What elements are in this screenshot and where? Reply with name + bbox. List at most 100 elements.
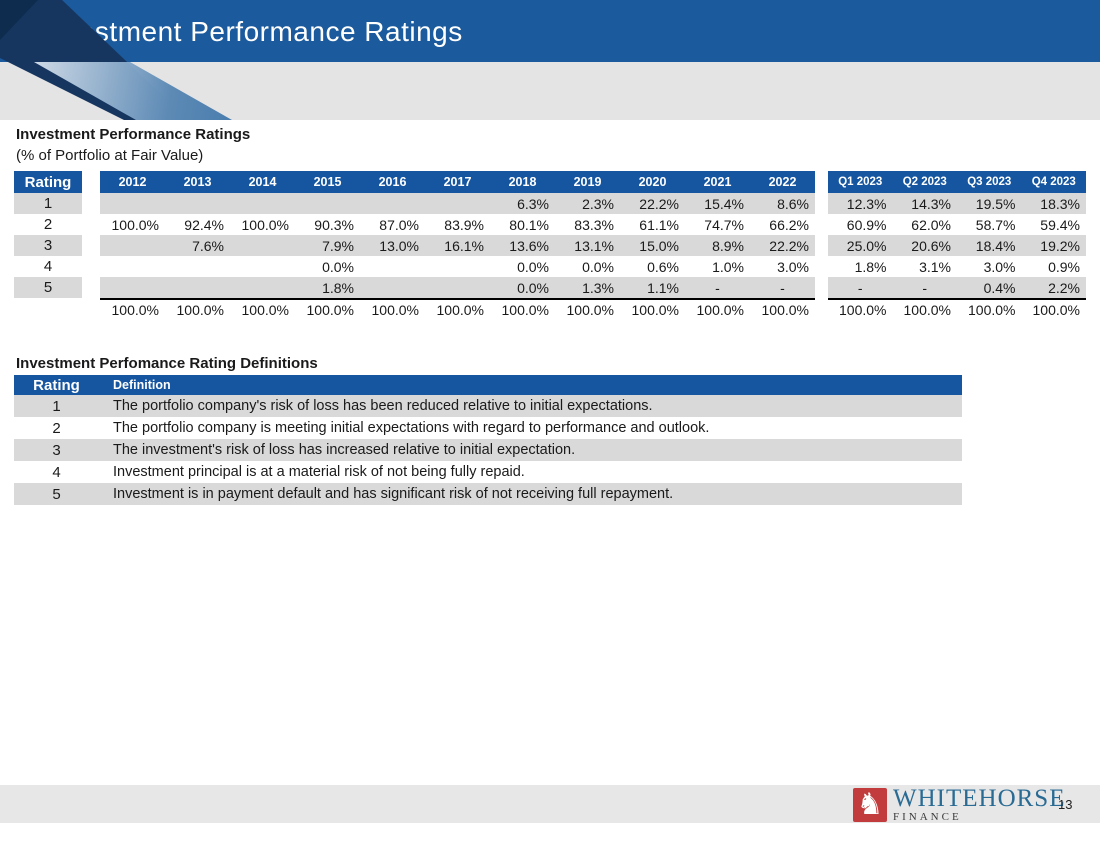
value-cell: 83.3% <box>574 216 614 233</box>
total-cell: 100.0% <box>555 298 620 320</box>
value-cell: 0.0% <box>582 258 614 275</box>
value-cell <box>165 277 230 298</box>
value-cell: 6.3% <box>490 193 555 214</box>
value-cell: 8.6% <box>750 193 815 214</box>
footer-band <box>0 785 1100 823</box>
value-cell: 1.0% <box>712 258 744 275</box>
value-cell: 0.9% <box>1048 258 1080 275</box>
value-cell: 14.3% <box>892 193 957 214</box>
value-cell: 0.4% <box>957 277 1022 298</box>
year-header-cell: 2013 <box>165 171 230 193</box>
value-cell: 20.6% <box>892 235 957 256</box>
definition-text-cell: The investment's risk of loss has increa… <box>99 439 962 461</box>
page-number: 13 <box>1058 797 1073 812</box>
value-cell: 2.3% <box>555 193 620 214</box>
year-header-cell: 2018 <box>490 171 555 193</box>
value-cell: 7.6% <box>165 235 230 256</box>
year-header-cell: 2020 <box>620 171 685 193</box>
value-cell <box>165 256 230 277</box>
total-cell: 100.0% <box>360 298 425 320</box>
definition-rating-cell: 4 <box>52 463 61 481</box>
value-cell: 0.0% <box>322 258 354 275</box>
value-cell: 18.3% <box>1021 193 1086 214</box>
total-cell: 100.0% <box>892 298 957 320</box>
value-cell: 18.4% <box>957 235 1022 256</box>
value-cell <box>100 193 165 214</box>
value-cell <box>425 256 490 277</box>
value-cell: 1.3% <box>555 277 620 298</box>
banner-gray-band <box>0 62 1100 120</box>
year-header-cell: 2015 <box>295 171 360 193</box>
value-cell: 13.0% <box>360 235 425 256</box>
rating-total-spacer <box>14 298 82 320</box>
years-columns: 2012 2013 2014 2015 2016 2017 2018 2019 2020 2021… <box>100 171 815 320</box>
banner-title: Investment Performance Ratings <box>40 16 463 47</box>
logo-text: WHITEHORSE FINANCE <box>893 786 1065 823</box>
value-cell: 22.2% <box>620 193 685 214</box>
value-cell: 100.0% <box>111 216 159 233</box>
definition-text-cell: The portfolio company is meeting initial… <box>113 420 710 436</box>
value-cell: 87.0% <box>379 216 419 233</box>
definitions-rating-header: Rating <box>14 375 99 395</box>
definitions-table-title: Investment Perfomance Rating Definitions <box>16 355 318 372</box>
value-cell: 1.1% <box>620 277 685 298</box>
value-cell: 19.5% <box>957 193 1022 214</box>
value-cell: 1.8% <box>854 258 887 275</box>
value-cell: 92.4% <box>184 216 224 233</box>
total-cell: 100.0% <box>100 298 165 320</box>
total-cell: 100.0% <box>620 298 685 320</box>
definition-text-cell: The portfolio company's risk of loss has… <box>99 395 962 417</box>
value-cell <box>165 193 230 214</box>
value-cell: 66.2% <box>769 216 809 233</box>
quarter-header-cell: Q1 2023 <box>828 171 893 193</box>
total-cell: 100.0% <box>828 298 893 320</box>
value-cell: - <box>892 277 957 298</box>
definition-rating-cell: 2 <box>52 419 61 437</box>
value-cell: 59.4% <box>1040 216 1080 233</box>
total-cell: 100.0% <box>165 298 230 320</box>
year-header-cell: 2012 <box>100 171 165 193</box>
value-cell: 2.2% <box>1021 277 1086 298</box>
value-cell: 13.6% <box>490 235 555 256</box>
value-cell <box>425 277 490 298</box>
value-cell: 0.0% <box>490 277 555 298</box>
whitehorse-logo: ♞ WHITEHORSE FINANCE <box>853 786 1065 823</box>
quarter-header-cell: Q4 2023 <box>1021 171 1086 193</box>
value-cell: 22.2% <box>750 235 815 256</box>
value-cell: 3.0% <box>983 258 1016 275</box>
quarter-header-cell: Q3 2023 <box>957 171 1022 193</box>
total-cell: 100.0% <box>425 298 490 320</box>
definition-text-cell: Investment principal is at a material ri… <box>113 464 525 480</box>
value-cell <box>360 256 425 277</box>
value-cell: - <box>828 277 893 298</box>
value-cell: 15.0% <box>620 235 685 256</box>
value-cell: 58.7% <box>975 216 1016 233</box>
value-cell <box>100 235 165 256</box>
value-cell: 60.9% <box>846 216 887 233</box>
value-cell <box>100 256 165 277</box>
value-cell <box>360 277 425 298</box>
value-cell <box>230 256 295 277</box>
rating-cell: 5 <box>14 277 82 298</box>
performance-ratings-table: Rating 1 2 3 4 5 2012 2013 2014 2015 2016 2017 2018… <box>14 171 1086 320</box>
definition-rating-cell: 5 <box>14 483 99 505</box>
total-cell: 100.0% <box>957 298 1022 320</box>
value-cell: 0.0% <box>517 258 549 275</box>
value-cell: 12.3% <box>828 193 893 214</box>
year-header-cell: 2021 <box>685 171 750 193</box>
rating-cell: 2 <box>43 216 53 233</box>
value-cell <box>360 193 425 214</box>
definition-rating-cell: 3 <box>14 439 99 461</box>
rating-cell: 1 <box>14 193 82 214</box>
year-header-cell: 2016 <box>360 171 425 193</box>
total-cell: 100.0% <box>1021 298 1086 320</box>
value-cell: 15.4% <box>685 193 750 214</box>
value-cell: 16.1% <box>425 235 490 256</box>
value-cell: - <box>750 277 815 298</box>
value-cell: 7.9% <box>295 235 360 256</box>
value-cell: 3.1% <box>919 258 951 275</box>
value-cell <box>100 277 165 298</box>
total-cell: 100.0% <box>750 298 815 320</box>
value-cell: 100.0% <box>241 216 289 233</box>
quarters-columns: Q1 2023 Q2 2023 Q3 2023 Q4 2023 12.3% 14.3% 19… <box>828 171 1086 320</box>
